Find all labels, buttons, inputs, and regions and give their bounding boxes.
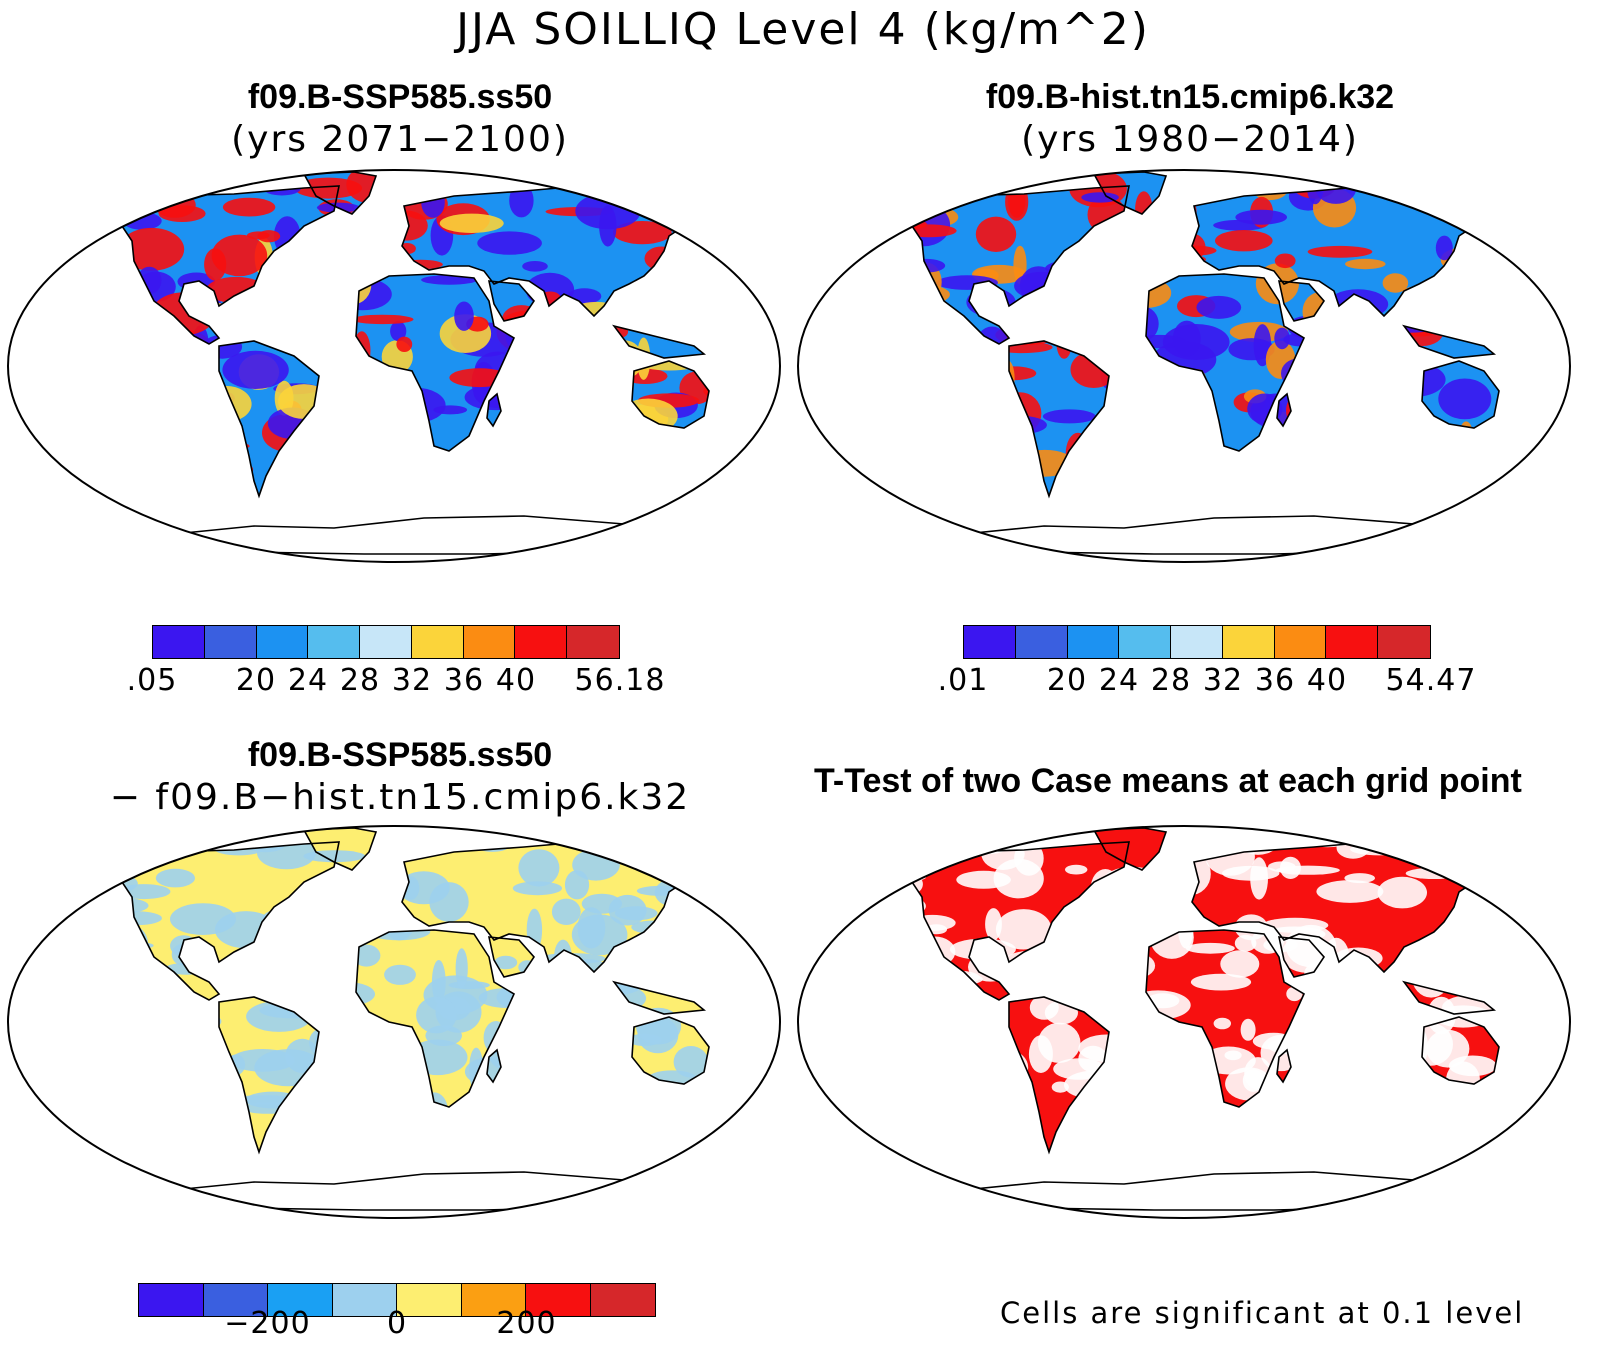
colorbar-cell xyxy=(411,626,464,658)
colorbar-cell xyxy=(1067,626,1120,658)
panel1-title: f09.B-SSP585.ss50 xyxy=(247,78,553,116)
colorbar-cell xyxy=(1378,626,1430,658)
colorbar-tick-label: 56.18 xyxy=(574,663,666,698)
panel1-title-block: f09.B-SSP585.ss50 (yrs 2071−2100) xyxy=(10,76,790,162)
figure-title: JJA SOILLIQ Level 4 (kg/m^2) xyxy=(456,4,1150,55)
colorbar-cell xyxy=(203,1284,268,1316)
colorbar-tick-label: 28 xyxy=(339,663,381,698)
colorbar-1 xyxy=(152,625,620,659)
panel2-map xyxy=(797,169,1571,563)
colorbar-cell xyxy=(590,1284,655,1316)
panel3-title-block: f09.B-SSP585.ss50 − f09.B−hist.tn15.cmip… xyxy=(10,734,790,820)
panel2-title-block: f09.B-hist.tn15.cmip6.k32 (yrs 1980−2014… xyxy=(800,76,1580,162)
panel1-subtitle: (yrs 2071−2100) xyxy=(231,119,569,160)
colorbar-cell xyxy=(463,626,516,658)
colorbar-cell xyxy=(139,1284,204,1316)
panel2-title: f09.B-hist.tn15.cmip6.k32 xyxy=(985,78,1395,116)
colorbar-tick-label: 20 xyxy=(1046,663,1088,698)
colorbar-cell xyxy=(964,626,1016,658)
colorbar-cell xyxy=(1274,626,1327,658)
colorbar-cell xyxy=(308,626,361,658)
panel3-map xyxy=(7,825,781,1219)
colorbar-1-labels: .05 20 24 28 32 36 40 56.18 xyxy=(127,663,665,703)
colorbar-cell xyxy=(1015,626,1068,658)
colorbar-3-labels: −200 0 200 xyxy=(138,1306,656,1346)
colorbar-cell xyxy=(461,1284,526,1316)
colorbar-cell xyxy=(1171,626,1223,658)
significance-footnote: Cells are significant at 0.1 level xyxy=(1000,1296,1525,1330)
colorbar-tick-label: 28 xyxy=(1150,663,1192,698)
panel1-map xyxy=(7,169,781,563)
colorbar-tick-label: 36 xyxy=(1254,663,1296,698)
colorbar-cell xyxy=(1222,626,1275,658)
colorbar-cell xyxy=(256,626,309,658)
colorbar-cell xyxy=(515,626,568,658)
colorbar-cell xyxy=(397,1284,462,1316)
colorbar-tick-label: 24 xyxy=(1098,663,1140,698)
colorbar-tick-label: 40 xyxy=(1306,663,1348,698)
colorbar-tick-label: .01 xyxy=(937,663,989,698)
colorbar-tick-label: 20 xyxy=(235,663,277,698)
colorbar-cell xyxy=(268,1284,333,1316)
colorbar-cell xyxy=(1326,626,1379,658)
panel3-title: f09.B-SSP585.ss50 xyxy=(247,736,553,774)
colorbar-tick-label: 0 xyxy=(386,1306,408,1341)
colorbar-cell xyxy=(332,1284,397,1316)
colorbar-cell xyxy=(204,626,257,658)
colorbar-2 xyxy=(963,625,1431,659)
colorbar-3 xyxy=(138,1283,656,1317)
panel4-title: T-Test of two Case means at each grid po… xyxy=(814,762,1522,800)
colorbar-tick-label: 200 xyxy=(496,1306,557,1341)
colorbar-2-labels: .01 20 24 28 32 36 40 54.47 xyxy=(938,663,1476,703)
colorbar-tick-label: 32 xyxy=(391,663,433,698)
panel2-subtitle: (yrs 1980−2014) xyxy=(1021,119,1359,160)
colorbar-cell xyxy=(567,626,619,658)
colorbar-tick-label: 36 xyxy=(443,663,485,698)
colorbar-tick-label: 40 xyxy=(495,663,537,698)
colorbar-tick-label: −200 xyxy=(224,1306,311,1341)
colorbar-tick-label: 24 xyxy=(287,663,329,698)
colorbar-cell xyxy=(526,1284,591,1316)
colorbar-cell xyxy=(360,626,412,658)
colorbar-tick-label: 32 xyxy=(1202,663,1244,698)
panel4-map xyxy=(797,825,1571,1219)
colorbar-tick-label: .05 xyxy=(126,663,178,698)
panel3-subtitle: − f09.B−hist.tn15.cmip6.k32 xyxy=(109,777,691,818)
colorbar-cell xyxy=(1119,626,1172,658)
colorbar-cell xyxy=(153,626,205,658)
colorbar-tick-label: 54.47 xyxy=(1385,663,1477,698)
